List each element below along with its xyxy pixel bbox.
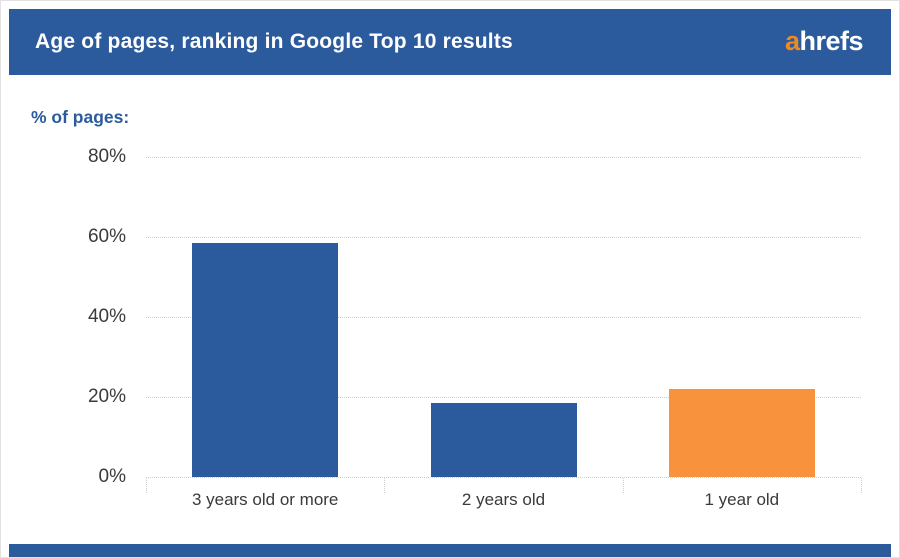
gridline-20% [146, 397, 861, 398]
x-axis-tick [861, 478, 862, 493]
bar-2-years-old [430, 403, 577, 477]
ahrefs-logo: ahrefs [784, 9, 864, 75]
footer-bar [9, 544, 891, 557]
ahrefs-logo-a: a [784, 26, 800, 56]
x-axis-tick [384, 478, 386, 493]
x-axis-tick [622, 478, 624, 493]
gridline-0% [146, 477, 861, 478]
y-tick-label: 80% [87, 146, 126, 167]
chart-header: Age of pages, ranking in Google Top 10 r… [9, 9, 891, 75]
y-tick-label: 20% [87, 386, 126, 407]
bar-1-year-old [668, 389, 815, 477]
x-axis-tick [146, 478, 147, 493]
bar-3-years-old-or-more [192, 243, 339, 477]
x-category-label: 1 year old [704, 490, 780, 509]
gridline-60% [146, 237, 861, 238]
y-tick-label: 40% [87, 306, 126, 327]
y-axis-label: % of pages: [31, 107, 130, 127]
gridline-40% [146, 317, 861, 318]
ahrefs-logo-rest: hrefs [799, 26, 863, 56]
x-category-label: 3 years old or more [191, 490, 339, 509]
chart-title: Age of pages, ranking in Google Top 10 r… [35, 30, 513, 53]
gridline-80% [146, 157, 861, 158]
x-category-label: 2 years old [461, 490, 546, 509]
y-tick-label: 60% [87, 226, 126, 247]
y-tick-label: 0% [98, 466, 126, 487]
